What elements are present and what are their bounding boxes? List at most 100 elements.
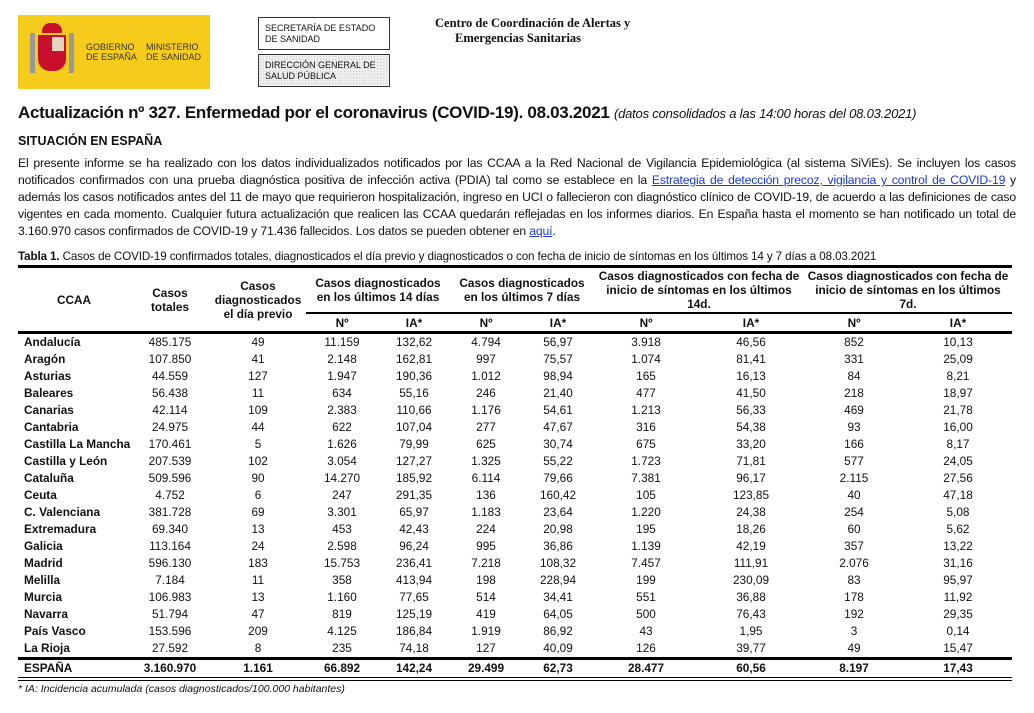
cell-value: 25,09 [943,352,973,366]
cell-value: 54,61 [543,403,573,417]
cell-value: 34,41 [543,590,573,604]
cell-value: 107.850 [148,352,192,366]
cell-value: 8.197 [804,657,904,681]
header-ia: IA* [949,315,967,330]
cell-value: 331 [844,352,864,366]
region-name: Castilla y León [24,454,108,468]
table-row: Extremadura 69.340 13 453 42,43 224 20,98 195 18… [18,521,1012,538]
region-name: ESPAÑA [18,657,130,681]
center-line1: Centro de Coordinación de Alertas y [435,16,631,30]
cell-value: 246 [476,386,496,400]
cell-value: 127 [476,641,496,655]
region-name: Aragón [24,352,66,366]
cell-value: 41,50 [736,386,766,400]
cell-value: 75,57 [543,352,573,366]
cell-value: 11.159 [324,335,360,349]
table-row: Navarra 51.794 47 819 125,19 419 64,05 500 76,43… [18,606,1012,623]
cell-value: 14.270 [323,471,361,485]
cell-value: 60 [847,522,861,536]
strategy-link[interactable]: Estrategia de detección precoz, vigilanc… [651,173,1006,187]
cell-value: 207.539 [148,454,192,468]
table-row: Ceuta 4.752 6 247 291,35 136 160,42 105 123,85 40… [18,487,1012,504]
data-link[interactable]: aquí [529,224,553,238]
para-text: El presente informe se ha realizado con … [18,156,1016,187]
cell-value: 47,67 [543,420,573,434]
cell-value: 2.115 [839,471,869,485]
cell-value: 185,92 [395,471,433,485]
cell-value: 44 [251,420,265,434]
cell-value: 11,92 [943,590,973,604]
cell-value: 44.559 [151,369,189,383]
cell-value: 381.728 [148,505,192,519]
cell-value: 28.477 [594,657,698,681]
cell-value: 160,42 [539,488,577,502]
cell-value: 41 [251,352,265,366]
cell-value: 106.983 [148,590,192,604]
table-row: Andalucía 485.175 49 11.159 132,62 4.794 56,97… [18,333,1012,352]
cell-value: 69 [251,505,265,519]
cell-value: 31,16 [943,556,973,570]
cell-value: 675 [636,437,656,451]
cell-value: 1.012 [471,369,501,383]
cell-value: 8,17 [946,437,970,451]
table-row: Aragón 107.850 41 2.148 162,81 997 75,57 1.074 8… [18,351,1012,368]
cell-value: 83 [847,573,861,587]
table-row: C. Valenciana 381.728 69 3.301 65,97 1.183 23,… [18,504,1012,521]
cell-value: 127 [248,369,268,383]
cell-value: 36,86 [543,539,573,553]
cell-value: 1.074 [631,352,661,366]
cell-value: 76,43 [736,607,766,621]
secretaria-box: SECRETARÍA DE ESTADO DE SANIDAD [258,17,390,50]
cell-value: 64,05 [543,607,573,621]
cell-value: 39,77 [736,641,766,655]
cell-value: 178 [844,590,864,604]
header-ia: IA* [742,315,760,330]
cell-value: 60,56 [698,657,804,681]
cell-value: 577 [844,454,864,468]
cell-value: 1.947 [327,369,357,383]
cell-value: 49 [251,335,265,349]
header-sint-7d: Casos diagnosticados con fecha de inicio… [804,266,1012,314]
cell-value: 819 [332,607,352,621]
cell-value: 74,18 [399,641,429,655]
cell-value: 15,47 [943,641,973,655]
cell-value: 126 [636,641,656,655]
cell-value: 27.592 [151,641,189,655]
cell-value: 110,66 [396,403,432,417]
cell-value: 123,85 [732,488,770,502]
cell-value: 132,62 [395,335,433,349]
cell-value: 997 [476,352,496,366]
cell-value: 218 [844,386,864,400]
region-name: La Rioja [24,641,70,655]
cell-value: 84 [847,369,861,383]
cell-value: 42,19 [736,539,766,553]
cell-value: 113.164 [149,539,191,553]
cell-value: 625 [476,437,496,451]
cell-value: 5,62 [946,522,970,536]
cell-value: 55,22 [543,454,573,468]
centro-coordinacion: Centro de Coordinación de Alertas y Emer… [435,16,630,46]
cell-value: 209 [248,624,268,638]
cell-value: 228,94 [539,573,577,587]
cell-value: 79,66 [543,471,573,485]
cell-value: 995 [476,539,496,553]
cell-value: 108,32 [539,556,577,570]
title-text: Actualización nº 327. Enfermedad por el … [18,103,610,122]
header-n: Nº [639,315,653,330]
cell-value: 195 [636,522,656,536]
cell-value: 47,18 [943,488,973,502]
cell-value: 1.213 [631,403,661,417]
region-name: Galicia [24,539,63,553]
region-name: Navarra [24,607,68,621]
region-name: Murcia [24,590,63,604]
cell-value: 11 [251,386,265,400]
cell-value: 16,00 [943,420,973,434]
cell-value: 77,65 [399,590,429,604]
cell-value: 42.114 [152,403,188,417]
gobierno-logo: GOBIERNO DE ESPAÑA MINISTERIO DE SANIDAD [18,15,210,89]
cell-value: 15.753 [323,556,361,570]
cell-value: 21,78 [943,403,973,417]
region-name: Baleares [24,386,74,400]
cell-value: 230,09 [732,573,770,587]
total-row: ESPAÑA 3.160.970 1.161 66.892 142,24 29.499 62… [18,657,1012,681]
